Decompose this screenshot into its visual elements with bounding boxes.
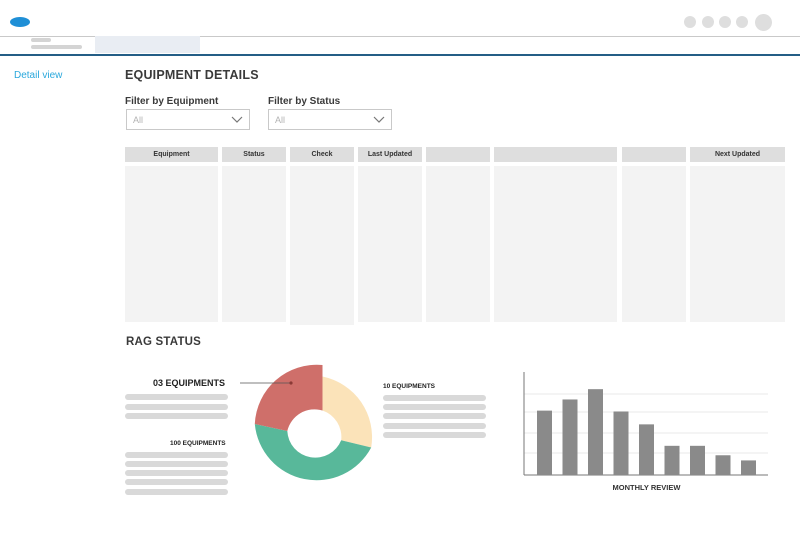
table-column bbox=[222, 166, 286, 322]
chart-bar[interactable] bbox=[690, 445, 705, 475]
top-bar bbox=[0, 0, 800, 37]
chart-bar[interactable] bbox=[639, 424, 654, 475]
table-column bbox=[426, 166, 490, 322]
text-placeholder bbox=[383, 413, 486, 419]
page-title: EQUIPMENT DETAILS bbox=[125, 68, 259, 82]
table-header-check[interactable]: Check bbox=[290, 147, 354, 162]
donut-slice-red[interactable] bbox=[254, 364, 323, 431]
chart-bar[interactable] bbox=[537, 410, 552, 475]
text-placeholder bbox=[125, 413, 228, 419]
text-placeholder bbox=[125, 489, 228, 495]
text-placeholder bbox=[383, 432, 486, 438]
filter-equipment-value: All bbox=[133, 115, 144, 125]
circle-icon[interactable] bbox=[736, 16, 748, 28]
logo-icon[interactable] bbox=[10, 17, 30, 27]
rag-amber-label: 10 EQUIPMENTS bbox=[383, 383, 436, 390]
filter-equipment-select[interactable]: All bbox=[126, 109, 250, 130]
text-placeholder bbox=[383, 404, 486, 410]
circle-icon[interactable] bbox=[719, 16, 731, 28]
text-placeholder bbox=[125, 452, 228, 458]
monthly-review-bar-chart bbox=[523, 372, 768, 476]
text-placeholder bbox=[125, 404, 228, 410]
chart-bar[interactable] bbox=[613, 411, 629, 475]
text-placeholder bbox=[125, 394, 228, 400]
tab-placeholder[interactable] bbox=[31, 38, 51, 42]
nav-detail-view[interactable]: Detail view bbox=[14, 70, 63, 81]
text-placeholder bbox=[383, 423, 486, 429]
text-placeholder bbox=[125, 470, 228, 476]
avatar[interactable] bbox=[755, 14, 772, 31]
rag-red-label: 03 EQUIPMENTS bbox=[153, 378, 226, 388]
table-header-last-updated[interactable]: Last Updated bbox=[358, 147, 422, 162]
table-header-status[interactable]: Status bbox=[222, 147, 286, 162]
rag-status-title: RAG STATUS bbox=[126, 336, 202, 348]
chart-bar[interactable] bbox=[715, 455, 731, 475]
circle-icon[interactable] bbox=[702, 16, 714, 28]
table-column bbox=[690, 166, 785, 322]
tab-bar bbox=[0, 36, 800, 56]
table-header-next-updated[interactable]: Next Updated bbox=[690, 147, 785, 162]
rag-donut-chart bbox=[240, 364, 373, 481]
tab-placeholder[interactable] bbox=[31, 45, 82, 49]
chart-bar[interactable] bbox=[741, 460, 756, 475]
text-placeholder bbox=[125, 461, 228, 467]
chevron-down-icon bbox=[231, 116, 243, 123]
chart-bar[interactable] bbox=[562, 399, 578, 475]
table-header-blank[interactable] bbox=[494, 147, 617, 162]
chart-x-label: MONTHLY REVIEW bbox=[612, 483, 681, 492]
chart-bar[interactable] bbox=[588, 389, 603, 475]
table-column bbox=[125, 166, 218, 322]
filter-status-select[interactable]: All bbox=[268, 109, 392, 130]
text-placeholder bbox=[383, 395, 486, 401]
callout-dot bbox=[289, 381, 293, 385]
chevron-down-icon bbox=[373, 116, 385, 123]
table-header-blank[interactable] bbox=[622, 147, 686, 162]
table-column bbox=[290, 166, 354, 325]
chart-bar[interactable] bbox=[664, 445, 680, 475]
filter-status-value: All bbox=[275, 115, 286, 125]
text-placeholder bbox=[125, 479, 228, 485]
filter-status-label: Filter by Status bbox=[268, 96, 341, 107]
table-column bbox=[494, 166, 617, 322]
table-column bbox=[622, 166, 686, 322]
circle-icon[interactable] bbox=[684, 16, 696, 28]
table-column bbox=[358, 166, 422, 322]
donut-slice-amber[interactable] bbox=[322, 376, 373, 448]
donut-slice-green[interactable] bbox=[254, 424, 372, 481]
table-header-blank[interactable] bbox=[426, 147, 490, 162]
filter-equipment-label: Filter by Equipment bbox=[125, 96, 219, 107]
tab-active[interactable] bbox=[95, 36, 200, 53]
rag-green-label: 100 EQUIPMENTS bbox=[170, 440, 226, 447]
table-header-equipment[interactable]: Equipment bbox=[125, 147, 218, 162]
